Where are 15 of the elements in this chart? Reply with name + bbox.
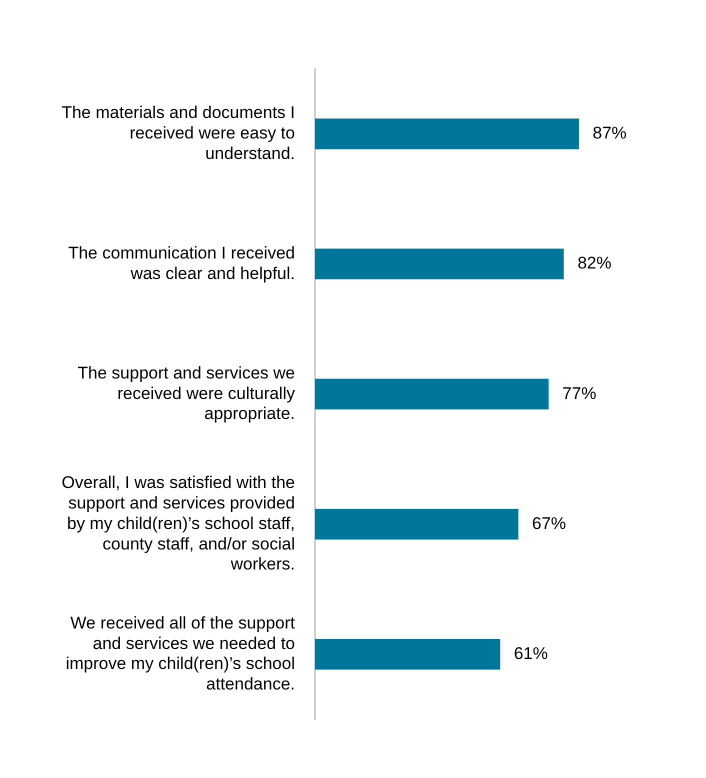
- bar: [315, 118, 579, 150]
- data-label: 77%: [562, 384, 596, 403]
- data-label: 61%: [514, 644, 548, 664]
- bar: [315, 248, 564, 280]
- bar: [315, 378, 549, 410]
- data-label: 67%: [532, 514, 566, 533]
- y-tick-label: We received all of the support and services we needed to improve my child(ren)’s school attendance.: [66, 613, 296, 694]
- data-label: 82%: [577, 254, 612, 273]
- data-label: 87%: [592, 124, 627, 143]
- y-tick-label: The communication I received was clear and helpful.: [68, 243, 295, 283]
- bar: [315, 639, 500, 670]
- y-tick-label: The materials and documents I received were easy to understand.: [62, 103, 295, 163]
- y-tick-label: The support and services we received were culturally appropriate.: [78, 363, 296, 424]
- bar: [315, 508, 518, 540]
- y-tick-label: Overall, I was satisfied with the support and services provided by my child(ren)’s school staff, county staff, and/or social workers.: [62, 473, 295, 574]
